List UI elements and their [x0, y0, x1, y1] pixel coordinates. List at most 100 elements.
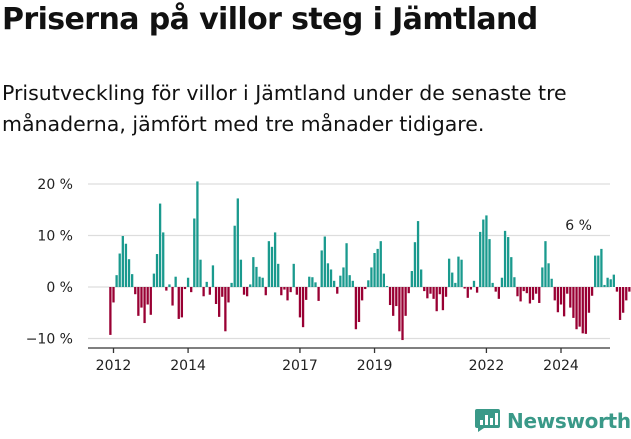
bar — [230, 282, 233, 287]
bar — [277, 263, 280, 288]
bar — [594, 255, 597, 287]
bar — [522, 287, 525, 292]
bar — [171, 287, 174, 306]
bar — [618, 287, 622, 320]
bar — [416, 221, 420, 287]
y-tick-label: 20 % — [37, 177, 73, 193]
bar — [320, 250, 323, 287]
bar — [407, 287, 410, 294]
bar — [348, 275, 351, 288]
bar — [267, 241, 271, 287]
bar — [581, 287, 584, 334]
y-tick-label: −10 % — [26, 332, 73, 348]
bar — [367, 280, 370, 288]
bar — [162, 232, 165, 287]
bar — [401, 287, 404, 341]
bar — [463, 287, 466, 289]
bar — [628, 287, 631, 292]
bar — [227, 287, 230, 303]
bars — [109, 181, 631, 341]
bar — [488, 239, 491, 287]
bar — [137, 287, 140, 316]
bar — [224, 287, 227, 332]
bar — [140, 287, 143, 308]
grid-lines — [88, 183, 610, 340]
bar — [622, 287, 625, 313]
bar — [441, 287, 445, 311]
x-tick-label: 2017 — [282, 358, 318, 374]
bar — [429, 287, 432, 294]
bar — [475, 287, 479, 293]
bar — [193, 218, 196, 287]
bar — [507, 237, 510, 287]
bar — [426, 287, 429, 299]
bar — [550, 278, 553, 287]
bar — [625, 287, 628, 301]
bar — [525, 287, 528, 294]
bar — [152, 273, 156, 287]
bar — [575, 287, 578, 330]
x-axis: 2012 2014 2017 2019 2022 2024 — [88, 347, 610, 374]
bar — [180, 287, 184, 318]
bar — [146, 287, 149, 305]
bar — [395, 287, 398, 307]
bar — [519, 287, 522, 302]
bar — [286, 287, 289, 301]
bar — [388, 287, 392, 306]
bar — [199, 259, 202, 287]
bar — [360, 287, 364, 301]
bar — [547, 263, 550, 287]
bar — [342, 267, 345, 287]
bar — [174, 276, 177, 287]
bar — [332, 280, 336, 287]
annotations: 6 % — [565, 218, 592, 234]
newsworthy-logo: Newsworthy — [474, 408, 631, 433]
bar — [124, 243, 128, 287]
bar — [587, 287, 591, 313]
bar — [494, 287, 497, 292]
bar — [245, 287, 249, 297]
bar — [420, 269, 423, 287]
bar — [500, 277, 504, 287]
bar — [214, 287, 218, 304]
y-tick-labels: 20 % 10 % 0 % −10 % — [26, 177, 73, 348]
bar — [112, 287, 115, 303]
bar — [460, 259, 463, 287]
bar — [376, 248, 379, 287]
bar — [472, 280, 476, 287]
bar — [345, 243, 348, 287]
bar — [572, 287, 575, 318]
bar — [510, 257, 513, 287]
bar — [531, 287, 535, 300]
x-tick-label: 2014 — [170, 358, 206, 374]
bar — [205, 281, 208, 287]
bar — [283, 287, 286, 290]
bar — [323, 236, 326, 287]
bar — [534, 287, 538, 294]
bar — [438, 287, 441, 295]
bar — [569, 287, 572, 308]
bar — [273, 232, 277, 287]
bar — [392, 287, 395, 316]
bar — [329, 269, 333, 287]
bar — [339, 275, 342, 287]
bar — [308, 276, 311, 287]
bar — [379, 241, 382, 287]
bar — [457, 256, 460, 287]
bar-chart: 20 % 10 % 0 % −10 % 2012 2014 2017 2019 2022 202… — [26, 177, 631, 374]
bar — [578, 287, 581, 327]
bar — [177, 287, 180, 319]
bar — [158, 203, 162, 287]
x-tick-label: 2022 — [469, 358, 505, 374]
bar — [382, 273, 386, 287]
bar — [398, 287, 401, 332]
bar — [239, 259, 243, 287]
bar — [364, 287, 367, 290]
bar — [131, 274, 134, 288]
bar — [491, 282, 494, 287]
bar — [541, 267, 544, 287]
bar — [466, 287, 469, 298]
bar — [451, 272, 454, 287]
bar — [482, 219, 485, 287]
bar — [218, 287, 221, 317]
